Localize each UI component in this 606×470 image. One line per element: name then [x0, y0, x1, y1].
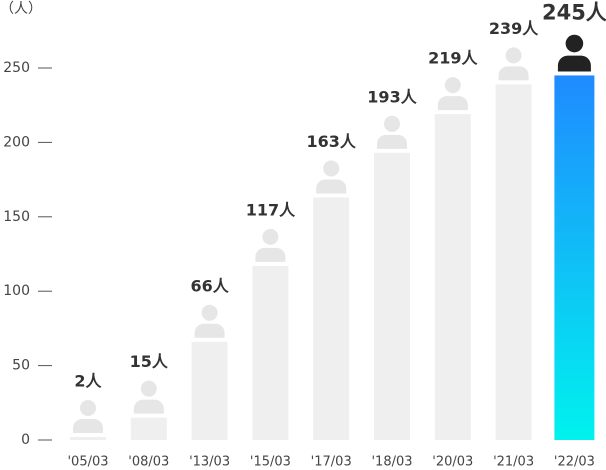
x-tick-label: '15/03: [250, 455, 291, 470]
value-label: 245人: [542, 0, 606, 24]
y-tick-label: 0: [21, 432, 30, 448]
y-tick-label: 50: [12, 358, 30, 374]
person-icon-body: [73, 419, 103, 434]
bar: [434, 114, 471, 441]
person-icon-head: [201, 304, 218, 321]
person-icon-head: [444, 77, 461, 94]
value-label: 219人: [428, 49, 478, 68]
x-tick-label: '08/03: [128, 455, 169, 470]
person-icon-head: [140, 380, 157, 397]
person-icon-body: [557, 55, 591, 72]
bar: [191, 341, 228, 440]
x-tick-label: '22/03: [554, 455, 595, 470]
person-icon-head: [384, 115, 400, 132]
person-icon-body: [194, 323, 225, 338]
x-tick-label: '13/03: [189, 455, 230, 470]
value-label: 163人: [306, 132, 356, 151]
person-icon-head: [80, 400, 96, 417]
x-tick-label: '18/03: [371, 455, 412, 470]
person-icon-body: [377, 134, 407, 149]
person-icon-head: [262, 228, 279, 245]
bar: [313, 197, 350, 440]
x-tick-label: '17/03: [311, 455, 352, 470]
value-label: 66人: [190, 276, 229, 295]
person-icon-head: [505, 47, 522, 64]
y-tick-label: 200: [3, 134, 30, 150]
value-label: 117人: [246, 200, 296, 219]
person-icon-body: [498, 66, 529, 81]
person-icon-body: [437, 96, 468, 111]
value-label: 193人: [367, 87, 417, 106]
bar: [554, 75, 595, 440]
value-label: 15人: [130, 352, 169, 371]
y-tick-label: 250: [3, 60, 30, 76]
x-tick-label: '21/03: [493, 455, 534, 470]
value-label: 2人: [74, 372, 102, 391]
person-icon-head: [323, 160, 340, 177]
bar: [495, 84, 532, 441]
y-tick-label: 100: [3, 283, 30, 299]
bar: [252, 265, 289, 440]
person-icon-head: [565, 34, 584, 53]
y-tick-label: 150: [3, 209, 30, 225]
x-tick-label: '20/03: [432, 455, 473, 470]
person-icon-body: [316, 179, 347, 194]
value-label: 239人: [489, 19, 539, 38]
person-icon-body: [255, 247, 286, 262]
bar: [70, 437, 106, 440]
y-axis-label: （人）: [0, 1, 42, 17]
person-icon-body: [133, 399, 164, 414]
bar: [374, 152, 410, 441]
bar: [130, 417, 167, 440]
x-tick-label: '05/03: [67, 455, 108, 470]
